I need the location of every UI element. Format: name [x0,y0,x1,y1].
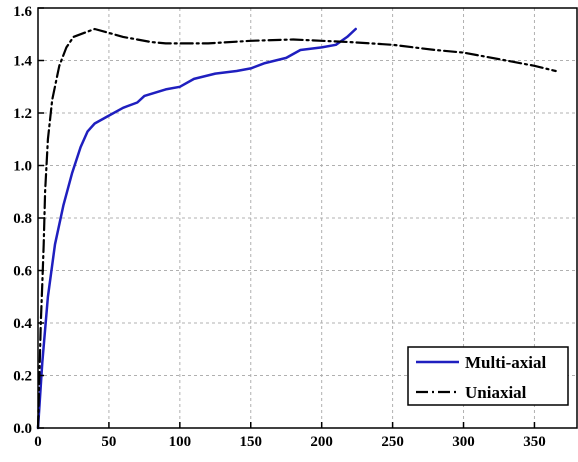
tick-labels: 0 50 100 150 200 250 300 350 0.0 0.2 0.4 0.6 0.8 1.0 1… [13,4,545,450]
x-tick-label: 150 [240,434,263,450]
y-tick-label: 0.0 [13,421,32,437]
x-tick-label: 300 [452,434,475,450]
y-tick-label: 1.6 [13,4,32,20]
y-tick-label: 0.2 [13,369,32,385]
x-tick-label: 350 [523,434,546,450]
series-line-multi-axial [36,27,357,430]
x-tick-label: 100 [169,434,192,450]
y-tick-label: 1.0 [13,159,32,175]
series-layer [36,27,557,430]
x-tick-label: 250 [381,434,404,450]
legend-label-multi-axial: Multi-axial [465,353,546,372]
legend: Multi-axial Uniaxial [407,346,569,406]
x-tick-label: 50 [101,434,116,450]
series-line-uniaxial [36,27,557,430]
y-tick-label: 0.4 [13,316,32,332]
legend-box [407,346,569,406]
ticks [37,7,536,429]
y-tick-label: 1.2 [13,106,32,122]
y-tick-label: 1.4 [13,54,32,70]
x-tick-label: 0 [34,434,42,450]
legend-label-uniaxial: Uniaxial [465,383,527,402]
y-tick-label: 0.8 [13,211,32,227]
y-tick-label: 0.6 [13,264,32,280]
x-tick-label: 200 [310,434,333,450]
